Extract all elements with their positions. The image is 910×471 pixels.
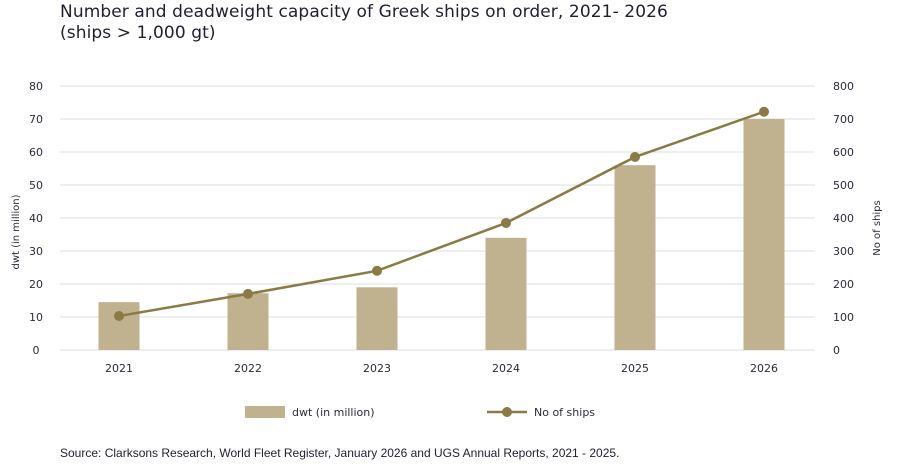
left-tick-label: 20 [29,278,43,291]
left-tick-label: 60 [29,146,43,159]
legend: dwt (in million) No of ships [245,406,595,419]
y-axis-label: dwt (in million) [11,194,22,269]
left-tick-label: 40 [29,212,43,225]
x-tick-label: 2023 [363,362,391,375]
chart-title-line1: Number and deadweight capacity of Greek … [60,2,668,22]
right-tick-label: 500 [833,179,854,192]
left-tick-label: 80 [29,80,43,93]
line-path [118,110,765,318]
bar-series [98,119,785,350]
legend-line-label: No of ships [534,406,595,419]
line-point [114,311,124,322]
bar [743,119,785,350]
bar [98,302,140,350]
x-tick-label: 2024 [492,362,520,375]
right-tick-label: 0 [833,344,840,357]
right-tick-label: 800 [833,80,854,93]
bar [614,165,656,350]
left-tick-label: 70 [29,113,43,126]
chart-title-line2: (ships > 1,000 gt) [60,23,216,43]
right-tick-label: 300 [833,245,854,258]
x-axis-ticks: 2021 2022 2023 2024 2025 2026 [105,362,778,375]
line-point [243,288,253,299]
x-tick-label: 2025 [621,362,649,375]
line-point [372,265,382,276]
right-tick-label: 700 [833,113,854,126]
right-tick-label: 100 [833,311,854,324]
legend-line-marker [502,407,512,417]
bar [227,293,269,350]
left-tick-label: 50 [29,179,43,192]
chart-title: Number and deadweight capacity of Greek … [60,2,668,44]
line-point [759,106,769,117]
right-tick-label: 200 [833,278,854,291]
source-note: Source: Clarksons Research, World Fleet … [60,446,620,460]
x-tick-label: 2021 [105,362,133,375]
x-tick-label: 2022 [234,362,262,375]
left-axis-ticks: 0 10 20 30 40 50 60 70 80 [29,80,43,357]
bar [356,287,398,350]
right-tick-label: 600 [833,146,854,159]
legend-bar-label: dwt (in million) [292,406,375,419]
left-tick-label: 0 [33,344,40,357]
legend-bar-swatch [245,406,285,418]
x-tick-label: 2026 [750,362,778,375]
line-series [114,106,769,322]
left-tick-label: 30 [29,245,43,258]
bar [485,237,527,350]
combo-chart: 0 10 20 30 40 50 60 70 80 0 100 200 300 400 500 600 700… [11,80,883,419]
y2-axis-label: No of ships [872,200,883,255]
gridlines [60,85,815,351]
right-tick-label: 400 [833,212,854,225]
right-axis-ticks: 0 100 200 300 400 500 600 700 800 [833,80,854,357]
line-point [501,217,511,228]
line-point [630,151,640,162]
left-tick-label: 10 [29,311,43,324]
